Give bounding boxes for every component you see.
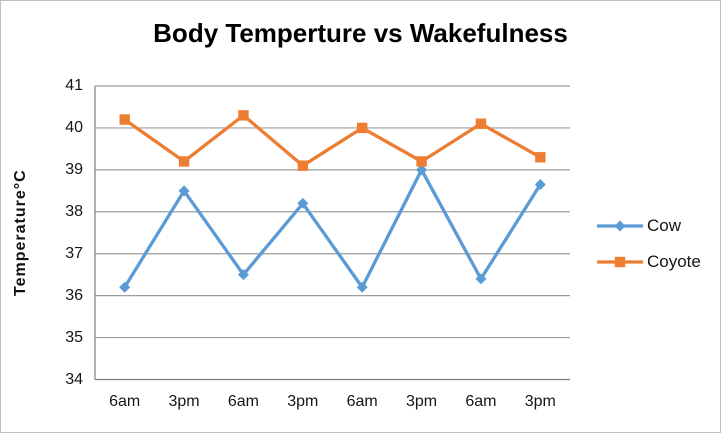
legend-entry-cow[interactable]: Cow [596,216,701,236]
legend: Cow Coyote [596,216,701,272]
y-tick-label: 40 [65,118,83,136]
chart-title: Body Temperture vs Wakefulness [153,18,568,48]
x-tick-label: 3pm [287,393,319,410]
data-point-cow [534,179,546,191]
legend-entry-coyote[interactable]: Coyote [596,252,701,272]
data-point-coyote [238,110,249,121]
cow-line-marker-icon [597,220,643,232]
y-tick-label: 41 [65,77,83,94]
data-point-cow [178,185,190,197]
series-line-cow [123,166,542,291]
data-point-coyote [416,156,427,167]
y-tick-label: 38 [65,202,83,220]
data-point-coyote [178,156,190,167]
y-tick-label: 34 [65,370,83,388]
data-point-cow [475,273,487,285]
y-tick-label: 37 [65,244,83,262]
data-point-coyote [297,160,309,171]
legend-label-coyote: Coyote [647,252,701,271]
x-tick-label: 3pm [406,393,438,410]
y-tick-label: 39 [65,160,83,178]
x-tick-label: 6am [109,393,141,410]
x-tick-label: 3pm [524,393,556,410]
x-tick-label: 3pm [168,393,200,410]
series-line-coyote [123,113,542,168]
data-point-coyote [475,118,487,129]
data-point-cow [416,164,428,176]
x-tick-label: 6am [346,393,378,410]
y-tick-label: 36 [65,286,83,304]
data-point-cow [356,281,368,293]
x-tick-label: 6am [227,393,259,410]
y-tick-label: 35 [65,328,83,346]
data-point-coyote [119,114,130,125]
legend-label-cow: Cow [647,216,682,235]
data-point-cow [237,269,249,281]
data-point-cow [297,197,309,209]
x-axis-ticks: 6am 3pm 6am 3pm 6am 3pm 6am 3pm [1,393,720,415]
data-point-cow [119,281,131,293]
x-tick-label: 6am [465,393,497,410]
coyote-line-marker-icon [597,256,643,268]
data-point-coyote [535,152,546,163]
data-point-coyote [356,122,368,134]
